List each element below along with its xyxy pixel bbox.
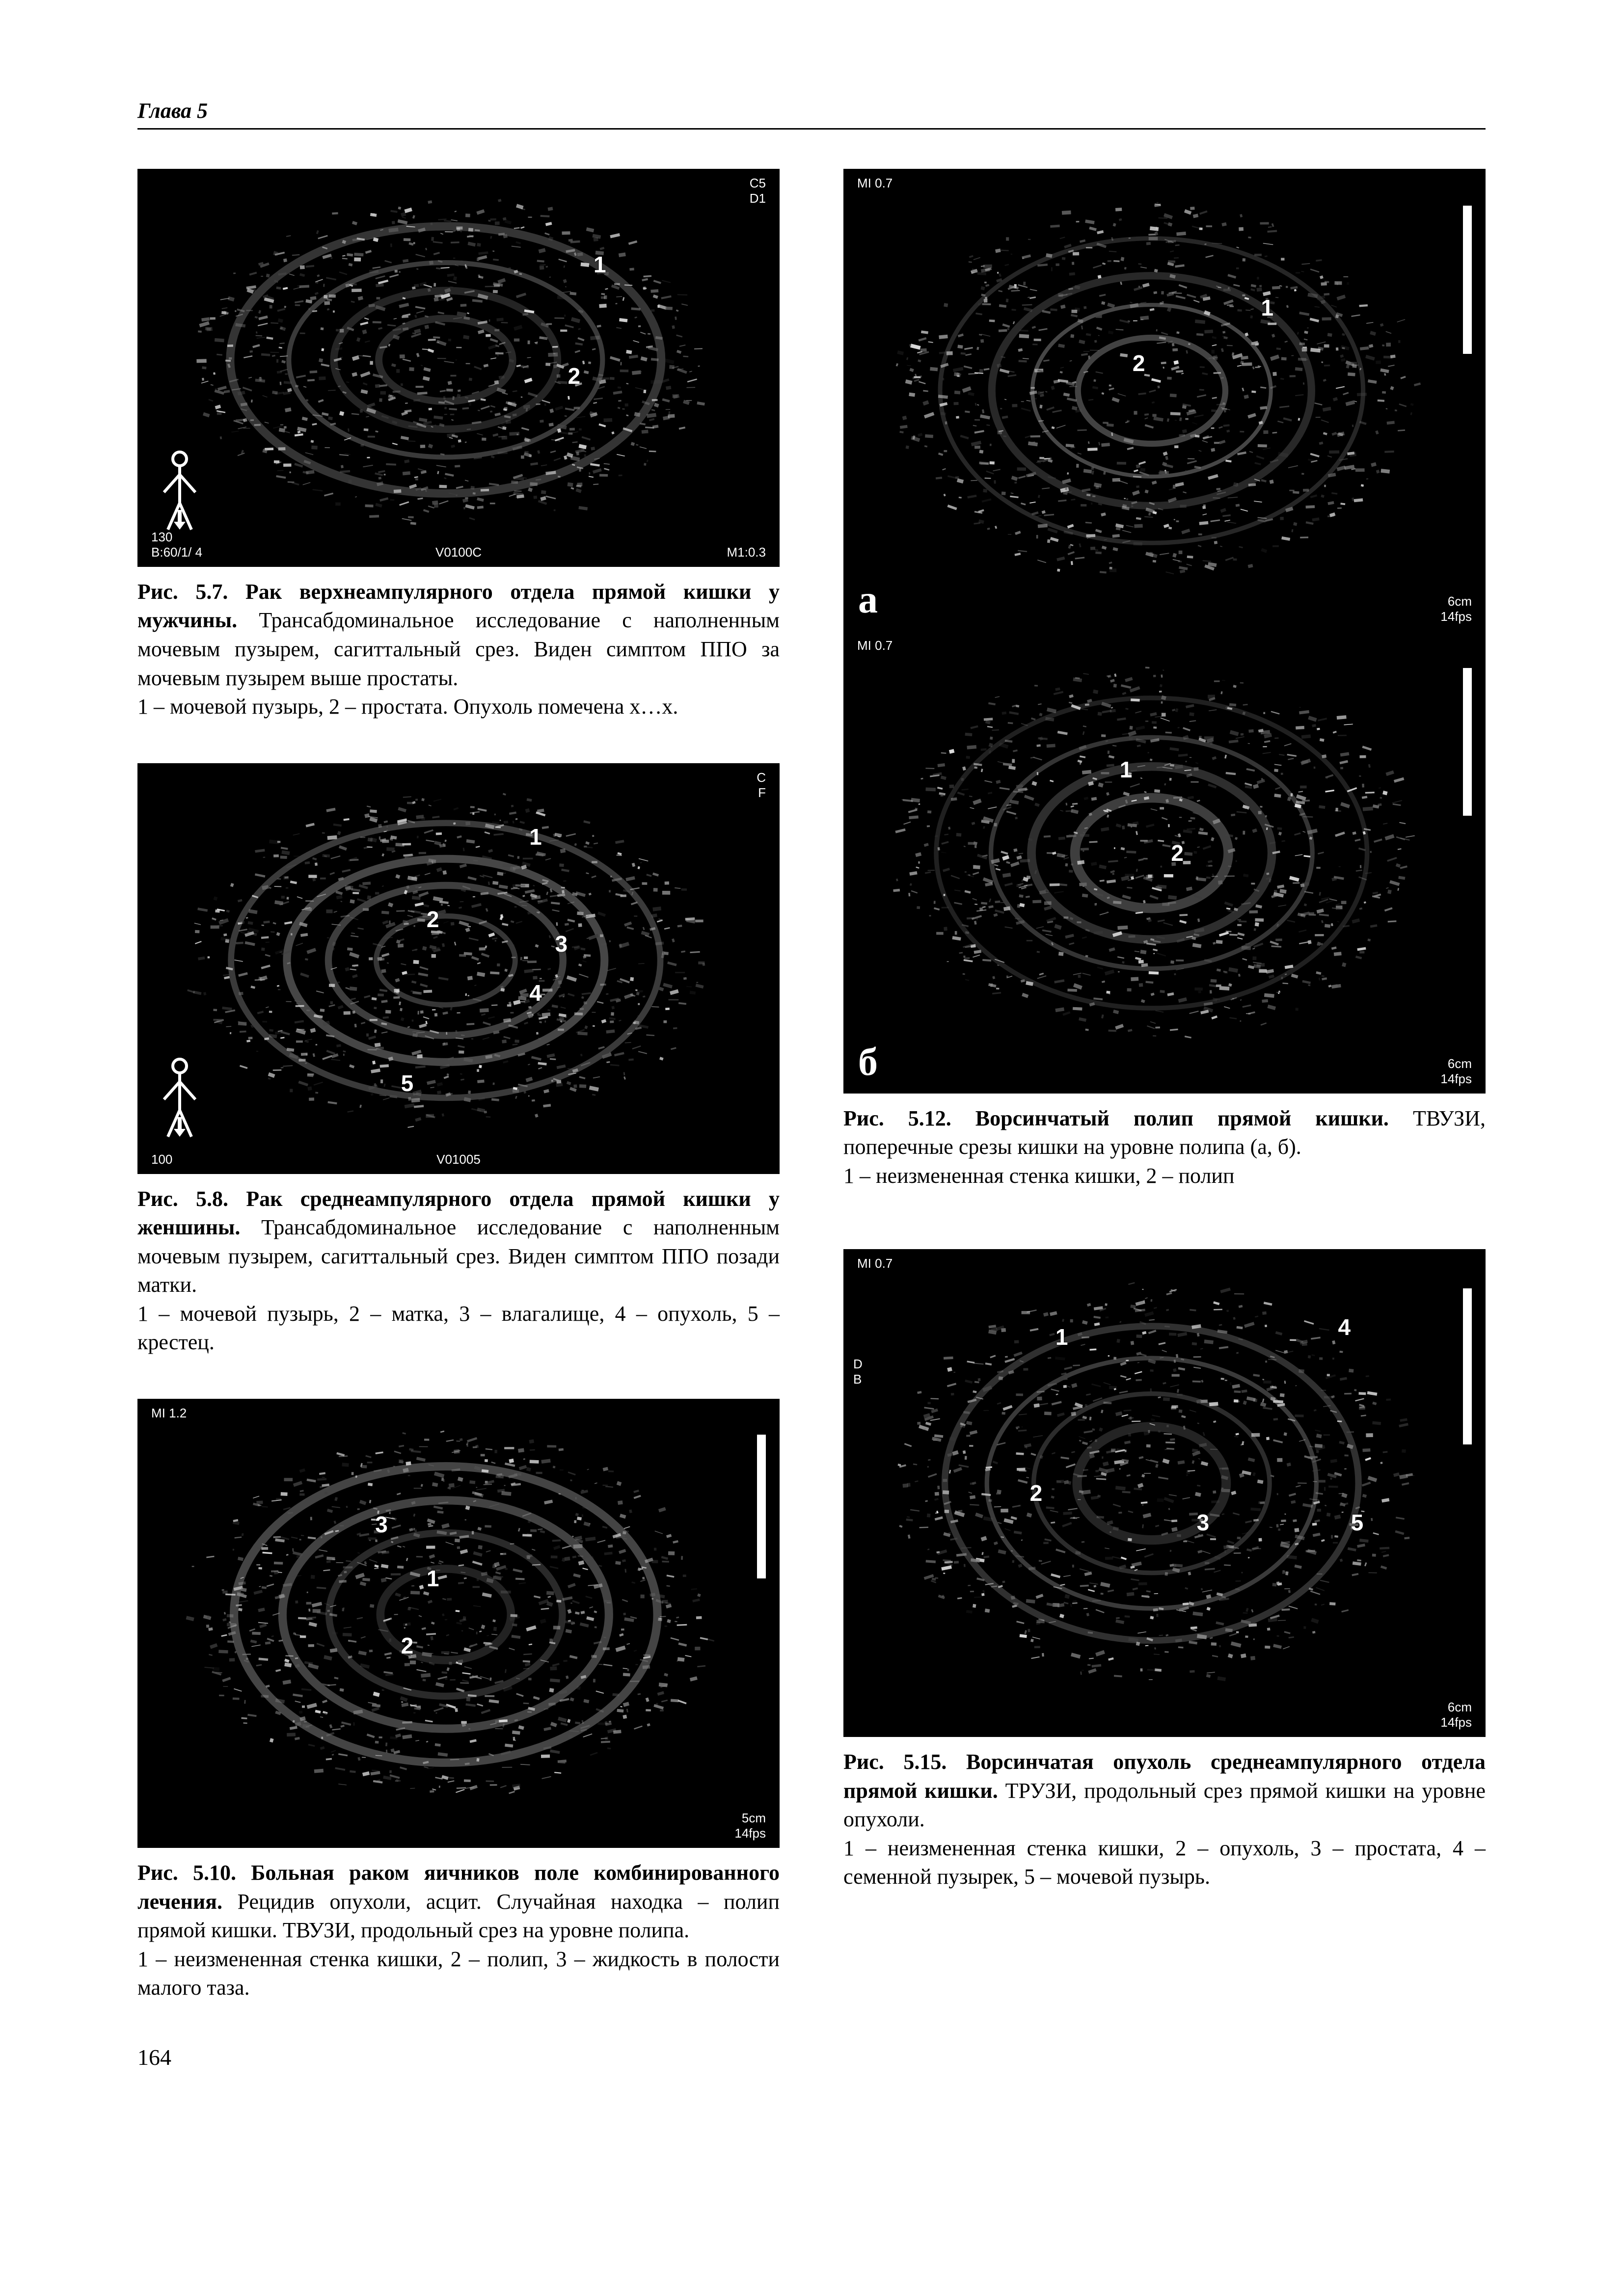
ultrasound-annotation-number: 1 — [594, 251, 606, 278]
depth-scale-bar — [1463, 1288, 1472, 1444]
ultrasound-annotation-number: 4 — [529, 980, 542, 1006]
ultrasound-annotation-number: 4 — [1338, 1314, 1351, 1340]
body-orientation-icon — [150, 449, 209, 533]
ultrasound-overlay-text: C5D1 — [750, 176, 766, 206]
depth-scale-bar — [757, 1435, 766, 1578]
ultrasound-annotation-number: 1 — [1055, 1324, 1068, 1350]
figure-5-15: MI 0.7 DB 6cm14fps 1 2 3 4 5 Рис. 5.15. Ворсинч… — [843, 1249, 1486, 1892]
ultrasound-overlay-text: MI 0.7 — [857, 176, 893, 191]
ultrasound-overlay-text: 6cm14fps — [1440, 594, 1472, 624]
ultrasound-annotation-number: 2 — [1030, 1480, 1043, 1506]
caption-5-7: Рис. 5.7. Рак верхнеампулярного отдела п… — [137, 578, 780, 721]
left-column: C5D1130B:60/1/ 4V0100CM1:0.3 12 Рис. 5.7… — [137, 169, 780, 2070]
caption-body: Рецидив опухоли, асцит. Случайная находк… — [137, 1890, 780, 1943]
caption-title: Рис. 5.12. Ворсинчатый полип прямой кишк… — [843, 1106, 1389, 1130]
ultrasound-overlay-text: V0100C — [435, 545, 482, 560]
ultrasound-overlay-text: M1:0.3 — [727, 545, 766, 560]
ultrasound-image-5-12a: MI 0.7 6cm14fps 1 2 а — [843, 169, 1486, 631]
ultrasound-annotation-number: 2 — [568, 363, 581, 389]
page-number: 164 — [137, 2044, 780, 2070]
ultrasound-image-5-8: CF 100 V01005 1 2 34 5 — [137, 763, 780, 1174]
caption-legend: 1 – неизмененная стенка кишки, 2 – полип — [843, 1164, 1235, 1188]
ultrasound-image-5-7: C5D1130B:60/1/ 4V0100CM1:0.3 12 — [137, 169, 780, 567]
ultrasound-overlay-text: DB — [853, 1357, 863, 1387]
caption-legend: 1 – неизмененная стенка кишки, 2 – полип… — [137, 1947, 780, 2000]
ultrasound-annotation-number: 2 — [1171, 840, 1184, 866]
figure-5-10: MI 1.2 5cm14fps 1 2 3 Рис. 5.10. Больная рак… — [137, 1399, 780, 2002]
ultrasound-annotation-number: 1 — [1120, 756, 1133, 783]
ultrasound-overlay-text: V01005 — [436, 1152, 481, 1167]
ultrasound-overlay-text: MI 0.7 — [857, 1256, 893, 1271]
panel-letter: б — [858, 1040, 878, 1085]
ultrasound-annotation-number: 2 — [427, 906, 439, 933]
ultrasound-overlay-text: CF — [757, 770, 766, 801]
ultrasound-overlay-text: 100 — [151, 1152, 172, 1167]
body-orientation-icon — [150, 1056, 209, 1140]
figure-5-12: MI 0.7 6cm14fps 1 2 а MI 0.7 6cm14fps 1 2 б Рис.… — [843, 169, 1486, 1190]
ultrasound-annotation-number: 5 — [401, 1070, 414, 1096]
ultrasound-annotation-number: 1 — [529, 824, 542, 850]
ultrasound-annotation-number: 1 — [427, 1565, 439, 1592]
figure-5-7: C5D1130B:60/1/ 4V0100CM1:0.3 12 Рис. 5.7… — [137, 169, 780, 721]
caption-legend: 1 – мочевой пузырь, 2 – простата. Опухол… — [137, 694, 678, 719]
caption-5-10: Рис. 5.10. Больная раком яичников поле к… — [137, 1859, 780, 2002]
ultrasound-annotation-number: 2 — [401, 1632, 414, 1659]
caption-5-12: Рис. 5.12. Ворсинчатый полип прямой кишк… — [843, 1104, 1486, 1191]
right-column: MI 0.7 6cm14fps 1 2 а MI 0.7 6cm14fps 1 2 б Рис.… — [843, 169, 1486, 2070]
figure-5-8: CF 100 V01005 1 2 34 5 Рис. 5.8. Рак среднеам… — [137, 763, 780, 1357]
ultrasound-overlay-text: 6cm14fps — [1440, 1700, 1472, 1730]
caption-legend: 1 – неизмененная стенка кишки, 2 – опухо… — [843, 1836, 1486, 1889]
ultrasound-overlay-text: MI 0.7 — [857, 638, 893, 653]
ultrasound-image-5-12b: MI 0.7 6cm14fps 1 2 б — [843, 631, 1486, 1094]
depth-scale-bar — [1463, 206, 1472, 353]
ultrasound-overlay-text: 6cm14fps — [1440, 1056, 1472, 1087]
ultrasound-annotation-number: 3 — [1197, 1509, 1210, 1536]
ultrasound-overlay-text: MI 1.2 — [151, 1406, 187, 1421]
depth-scale-bar — [1463, 668, 1472, 816]
ultrasound-annotation-number: 1 — [1261, 294, 1273, 321]
ultrasound-image-5-10: MI 1.2 5cm14fps 1 2 3 — [137, 1399, 780, 1848]
ultrasound-annotation-number: 3 — [375, 1511, 388, 1538]
ultrasound-overlay-text: 5cm14fps — [734, 1811, 766, 1841]
caption-5-8: Рис. 5.8. Рак среднеампулярного отдела п… — [137, 1185, 780, 1357]
ultrasound-annotation-number: 3 — [555, 931, 568, 957]
two-column-layout: C5D1130B:60/1/ 4V0100CM1:0.3 12 Рис. 5.7… — [137, 169, 1486, 2070]
ultrasound-annotation-number: 5 — [1351, 1509, 1364, 1536]
ultrasound-image-5-15: MI 0.7 DB 6cm14fps 1 2 3 4 5 — [843, 1249, 1486, 1737]
caption-5-15: Рис. 5.15. Ворсинчатая опухоль среднеамп… — [843, 1748, 1486, 1892]
ultrasound-annotation-number: 2 — [1133, 350, 1145, 376]
caption-legend: 1 – мочевой пузырь, 2 – матка, 3 – влага… — [137, 1302, 780, 1355]
panel-letter: а — [858, 578, 878, 622]
chapter-header: Глава 5 — [137, 98, 1486, 130]
